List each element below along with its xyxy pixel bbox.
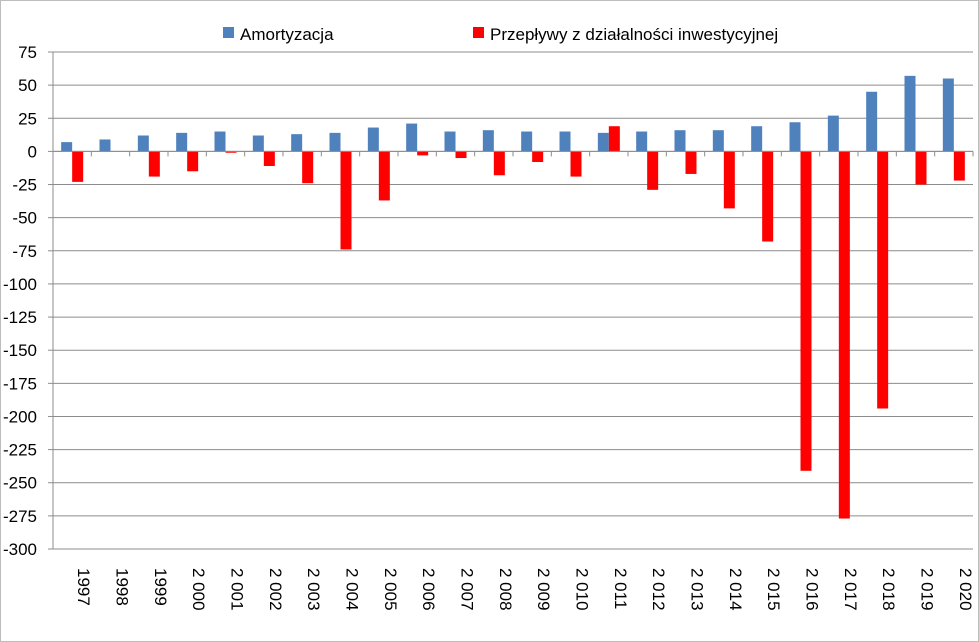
x-tick-label: 2 020 [956, 568, 975, 611]
bar-amortyzacja [751, 126, 763, 152]
bar-przeplywy [838, 151, 850, 519]
bar-amortyzacja [521, 131, 533, 152]
bar-przeplywy [570, 151, 582, 177]
x-tick-label: 2 003 [304, 568, 323, 611]
bar-przeplywy [72, 151, 84, 182]
bar-amortyzacja [214, 131, 226, 152]
x-tick-label: 2 014 [726, 568, 745, 611]
bar-amortyzacja [482, 130, 494, 152]
x-tick-label: 2 001 [228, 568, 247, 611]
y-tick-label: -175 [3, 374, 37, 393]
x-tick-label: 2 009 [534, 568, 553, 611]
bar-amortyzacja [252, 135, 264, 152]
x-tick-label: 2 005 [381, 568, 400, 611]
bar-przeplywy [187, 151, 199, 172]
y-tick-label: -200 [3, 407, 37, 426]
bar-przeplywy [877, 151, 889, 409]
bar-przeplywy [915, 151, 927, 185]
x-tick-label: 2 017 [841, 568, 860, 611]
x-tick-label: 2 010 [573, 568, 592, 611]
bar-amortyzacja [291, 134, 303, 152]
bar-przeplywy [608, 126, 620, 152]
bar-przeplywy [800, 151, 812, 471]
legend-swatch-amortyzacja [223, 27, 234, 38]
bar-przeplywy [148, 151, 160, 177]
y-tick-label: 50 [18, 76, 37, 95]
bar-przeplywy [263, 151, 275, 166]
bar-przeplywy [532, 151, 544, 163]
bar-amortyzacja [597, 132, 609, 152]
x-tick-label: 1999 [151, 568, 170, 606]
x-tick-labels: 1997 1998 1999 2 000 2 001 2 002 2 003 2 004 2 0… [74, 568, 975, 611]
y-tick-label: 25 [18, 109, 37, 128]
x-tick-label: 2 018 [879, 568, 898, 611]
y-tick-label: -75 [12, 242, 37, 261]
bar-amortyzacja [137, 135, 149, 152]
bars-layer [61, 75, 965, 519]
bar-amortyzacja [636, 131, 648, 152]
bar-amortyzacja [329, 132, 341, 152]
x-tick-label: 2 019 [918, 568, 937, 611]
x-tick-label: 2 002 [266, 568, 285, 611]
bar-amortyzacja [866, 91, 878, 152]
y-tick-label: -50 [12, 209, 37, 228]
x-tick-label: 2 015 [764, 568, 783, 611]
bar-amortyzacja [942, 78, 954, 152]
x-tick-label: 2 000 [189, 568, 208, 611]
x-tick-label: 2 013 [688, 568, 707, 611]
x-tick-label: 2 011 [611, 568, 630, 609]
x-tick-label: 2 007 [458, 568, 477, 611]
grid-layer [53, 51, 973, 550]
bar-amortyzacja [904, 75, 916, 152]
legend: Amortyzacja Przepływy z działalności inw… [223, 25, 778, 44]
bar-przeplywy [378, 151, 390, 201]
bar-amortyzacja [789, 122, 801, 152]
x-tick-label: 2 004 [343, 568, 362, 611]
bar-przeplywy [723, 151, 735, 209]
y-tick-label: -125 [3, 308, 37, 327]
legend-label-przeplywy: Przepływy z działalności inwestycyjnej [490, 25, 778, 44]
x-tick-label: 2 012 [649, 568, 668, 611]
y-tick-label: -275 [3, 507, 37, 526]
bar-amortyzacja [674, 130, 686, 152]
bar-przeplywy [340, 151, 352, 250]
y-tick-label: 75 [18, 43, 37, 62]
bar-przeplywy [225, 151, 237, 153]
bar-amortyzacja [99, 139, 111, 152]
bar-przeplywy [647, 151, 659, 190]
x-tick-label: 2 008 [496, 568, 515, 611]
legend-label-amortyzacja: Amortyzacja [240, 25, 334, 44]
bar-przeplywy [493, 151, 505, 176]
x-tick-label: 2 006 [419, 568, 438, 611]
bar-przeplywy [417, 151, 429, 156]
bar-przeplywy [762, 151, 774, 242]
x-tick-label: 2 016 [803, 568, 822, 611]
bar-amortyzacja [61, 142, 73, 152]
bar-przeplywy [685, 151, 697, 174]
bar-amortyzacja [827, 115, 839, 152]
y-tick-label: -225 [3, 441, 37, 460]
axis-layer [48, 51, 974, 550]
bar-amortyzacja [712, 130, 724, 152]
bar-przeplywy [953, 151, 965, 181]
x-tick-label: 1997 [74, 568, 93, 606]
legend-swatch-przeplywy [473, 27, 484, 38]
y-tick-label: -250 [3, 474, 37, 493]
y-tick-labels: 75 50 25 0 -25 -50 -75 -100 -125 -150 -175 -200 -225… [3, 43, 37, 559]
y-tick-label: -25 [12, 176, 37, 195]
bar-amortyzacja [176, 132, 188, 152]
x-tick-label: 1998 [113, 568, 132, 606]
y-tick-label: -150 [3, 341, 37, 360]
y-tick-label: -100 [3, 275, 37, 294]
y-tick-label: 0 [28, 142, 37, 161]
bar-amortyzacja [559, 131, 571, 152]
y-tick-label: -300 [3, 540, 37, 559]
bar-amortyzacja [444, 131, 456, 152]
bar-amortyzacja [406, 123, 418, 152]
bar-amortyzacja [367, 127, 379, 152]
bar-przeplywy [455, 151, 467, 159]
bar-przeplywy [302, 151, 314, 184]
